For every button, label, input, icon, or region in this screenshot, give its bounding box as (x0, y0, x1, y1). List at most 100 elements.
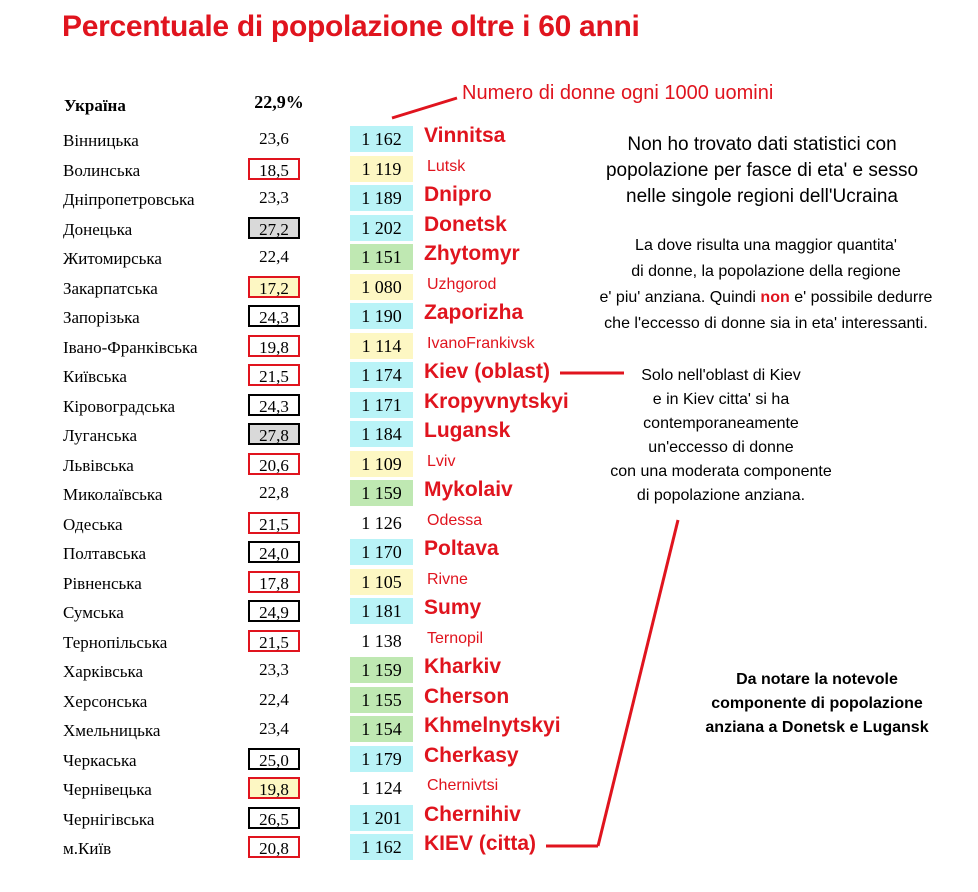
pointer-line-kiev-city-vertical (596, 519, 680, 847)
deduction-note-highlight: non (760, 289, 790, 306)
no-data-note: Non ho trovato dati statistici con popol… (590, 132, 934, 210)
city-name: Kiev (oblast) (424, 360, 551, 383)
women-per-1000-men: 1 151 (350, 244, 413, 270)
elderly-percentage: 21,5 (248, 511, 300, 534)
pointer-line-women-label (391, 96, 458, 120)
region-name: Чернівецька (63, 780, 152, 799)
elderly-percentage: 19,8 (248, 777, 300, 799)
donetsk-lugansk-note: Da notare la notevole componente di popo… (676, 668, 958, 740)
no-data-note-line: nelle singole regioni dell'Ucraina (626, 186, 898, 207)
region-name: Волинська (63, 160, 141, 180)
elderly-percentage: 23,6 (259, 129, 289, 148)
city-name: Kropyvnytskyi (424, 389, 569, 413)
city-name: Donetsk (424, 212, 507, 236)
elderly-percentage: 20,8 (248, 836, 300, 858)
country-percentage: 22,9% (254, 92, 304, 112)
city-name: Sumy (424, 596, 482, 619)
elderly-percentage: 21,5 (248, 364, 300, 386)
city-name: Dnipro (424, 183, 492, 206)
elderly-percentage: 24,0 (248, 541, 300, 563)
city-name: Lugansk (424, 419, 511, 442)
elderly-percentage: 22,4 (259, 689, 289, 709)
women-per-1000-men: 1 119 (350, 155, 413, 182)
kiev-note-line: un'eccesso di donne (648, 439, 794, 456)
no-data-note-line: Non ho trovato dati statistici con (627, 134, 897, 155)
elderly-percentage: 27,8 (248, 423, 300, 445)
elderly-percentage: 20,6 (248, 452, 300, 475)
region-name: Івано-Франківська (63, 337, 198, 357)
city-name: Odessa (427, 511, 483, 529)
elderly-percentage: 22,4 (259, 247, 289, 266)
women-per-1000-men: 1 170 (350, 539, 413, 565)
region-name: Сумська (63, 603, 124, 622)
deduction-note-line: e' piu' anziana. Quindi non e' possibile… (580, 285, 952, 311)
women-per-1000-men: 1 162 (350, 126, 413, 152)
elderly-percentage: 25,0 (248, 747, 300, 770)
women-per-1000-men: 1 155 (350, 686, 413, 713)
region-name: Закарпатська (63, 278, 158, 298)
women-per-1000-men: 1 171 (350, 391, 413, 418)
region-name: Черкаська (63, 750, 137, 770)
city-name: IvanoFrankivsk (427, 334, 535, 352)
city-name: Mykolaiv (424, 478, 513, 501)
deduction-note-line: di donne, la popolazione della regione (631, 263, 901, 280)
country-name: Україна (64, 96, 126, 115)
city-name: Cherkasy (424, 743, 519, 767)
city-name: Ternopil (427, 629, 484, 647)
women-per-1000-men: 1 138 (361, 630, 402, 651)
deduction-note-text: e' possibile dedurre (789, 289, 933, 306)
kiev-note-line: con una moderata componente (610, 463, 832, 480)
elderly-percentage: 27,2 (248, 216, 300, 239)
region-name: Рівненська (63, 573, 142, 593)
page-title: Percentuale di popolazione oltre i 60 an… (62, 10, 640, 43)
women-per-1000-men: 1 126 (361, 512, 402, 533)
women-per-1000-men: 1 159 (350, 480, 413, 506)
region-name: Вінницька (63, 131, 139, 150)
city-name: Uzhgorod (427, 275, 497, 293)
elderly-percentage: 26,5 (248, 806, 300, 829)
elderly-percentage: 18,5 (248, 157, 300, 180)
elderly-percentage: 24,9 (248, 600, 300, 622)
women-per-1000-men: 1 105 (350, 568, 413, 595)
region-name: Харківська (63, 662, 144, 681)
donetsk-note-line: anziana a Donetsk e Lugansk (705, 719, 929, 736)
region-name: Херсонська (63, 691, 148, 711)
elderly-percentage: 17,8 (248, 570, 300, 593)
region-name: Донецька (63, 219, 133, 239)
elderly-percentage: 23,3 (259, 188, 289, 207)
elderly-percentage: 24,3 (248, 393, 300, 416)
women-per-1000-men: 1 124 (361, 778, 402, 798)
women-per-1000-men-label: Numero di donne ogni 1000 uomini (462, 82, 774, 104)
women-per-1000-men: 1 190 (350, 303, 413, 329)
women-per-1000-men: 1 189 (350, 185, 413, 211)
city-name: Rivne (427, 570, 468, 588)
women-per-1000-men: 1 184 (350, 421, 413, 447)
women-per-1000-men: 1 080 (350, 273, 413, 300)
city-name: Lutsk (427, 157, 466, 175)
region-name: Кіровоградська (63, 396, 175, 416)
region-name: Одеська (63, 514, 123, 534)
kiev-note-line: di popolazione anziana. (636, 487, 806, 504)
region-name: м.Київ (63, 839, 112, 858)
deduction-note: La dove risulta una maggior quantita' di… (580, 233, 952, 337)
women-per-1000-men: 1 201 (350, 804, 413, 831)
deduction-note-line: La dove risulta una maggior quantita' (635, 237, 897, 254)
city-name: Zhytomyr (424, 242, 520, 265)
region-name: Луганська (63, 426, 138, 445)
women-per-1000-men: 1 109 (350, 450, 413, 477)
region-name: Тернопільська (63, 632, 168, 652)
elderly-percentage: 17,2 (248, 275, 300, 298)
region-name: Дніпропетровська (63, 190, 195, 209)
city-name: KIEV (citta) (424, 832, 537, 855)
kiev-note: Solo nell'oblast di Kiev e in Kiev citta… (596, 364, 846, 508)
city-name: Chernivtsi (427, 777, 499, 794)
women-per-1000-men: 1 174 (350, 362, 413, 388)
city-name: Khmelnytskyi (424, 714, 561, 737)
women-per-1000-men: 1 202 (350, 214, 413, 241)
city-name: Kharkiv (424, 655, 502, 678)
women-per-1000-men: 1 179 (350, 745, 413, 772)
city-name: Zaporizha (424, 301, 524, 324)
women-per-1000-men: 1 114 (350, 332, 413, 359)
kiev-note-line: e in Kiev citta' si ha (652, 391, 790, 408)
